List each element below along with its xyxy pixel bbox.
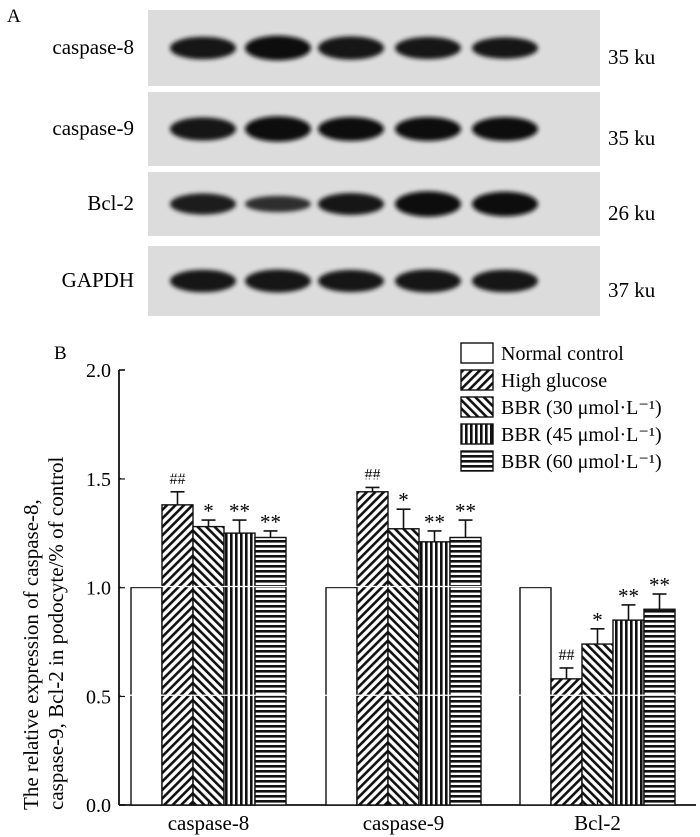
blot-band <box>318 36 384 60</box>
blot-band <box>170 117 236 141</box>
blot-band <box>318 269 384 293</box>
bar <box>325 586 358 806</box>
significance-label: ** <box>260 510 281 534</box>
legend-label: BBR (30 μmol·L⁻¹) <box>501 397 662 419</box>
bar <box>418 541 451 806</box>
significance-label: * <box>203 499 214 523</box>
bar <box>161 504 194 806</box>
significance-label: ## <box>170 471 186 488</box>
blot-size-label: 37 ku <box>608 278 656 302</box>
y-tick-label: 0.5 <box>86 686 111 708</box>
legend-label: Normal control <box>501 343 624 365</box>
panel-b-label: B <box>54 343 67 364</box>
blot-size-label: 35 ku <box>608 126 656 150</box>
y-axis-title-line2: caspase-9, Bcl-2 in podocyte/% of contro… <box>44 456 68 810</box>
legend-item: BBR (45 μmol·L⁻¹) <box>460 423 662 446</box>
blot-band <box>318 193 384 215</box>
blot-band <box>170 36 236 60</box>
significance-label: ## <box>559 647 575 664</box>
blot-protein-label: caspase-9 <box>52 116 134 140</box>
bar <box>356 491 389 806</box>
blot-band <box>245 116 311 142</box>
x-category-label: Bcl-2 <box>574 811 621 835</box>
blot-protein-label: caspase-8 <box>52 35 134 59</box>
blot-band <box>170 269 236 293</box>
blot-protein-label: Bcl-2 <box>87 191 134 215</box>
blot-band <box>245 269 311 293</box>
y-tick-label: 1.5 <box>86 469 111 491</box>
bar <box>581 643 614 806</box>
blot-band <box>245 35 311 61</box>
bar <box>192 525 225 806</box>
y-tick-label: 2.0 <box>86 360 111 382</box>
blot-size-label: 35 ku <box>608 45 656 69</box>
significance-label: ## <box>365 466 381 483</box>
legend-item: BBR (30 μmol·L⁻¹) <box>460 396 662 419</box>
significance-label: ** <box>424 510 445 534</box>
western-blot: caspase-8 35 ku caspase-9 35 ku Bcl-2 26 ku GA… <box>52 10 656 316</box>
bar <box>612 619 645 806</box>
blot-row: Bcl-2 26 ku <box>87 172 656 236</box>
bar <box>550 678 583 806</box>
bar <box>449 536 482 806</box>
x-category-label: caspase-8 <box>168 811 250 835</box>
panel-a-label: A <box>7 6 21 27</box>
legend-swatch <box>460 423 494 445</box>
blot-row: GAPDH 37 ku <box>62 246 656 316</box>
blot-band <box>170 193 236 215</box>
significance-label: ** <box>229 499 250 523</box>
blot-band <box>395 36 461 60</box>
y-axis-title-line1: The relative expression of caspase-8, <box>19 499 43 810</box>
legend-label: BBR (60 μmol·L⁻¹) <box>501 451 662 473</box>
legend-swatch <box>460 369 494 391</box>
legend-swatch <box>460 396 494 418</box>
blot-band <box>395 269 461 293</box>
y-tick-label: 1.0 <box>86 578 111 600</box>
bar <box>643 608 676 806</box>
bar <box>223 532 256 806</box>
bar <box>519 586 552 806</box>
bar <box>387 528 420 806</box>
legend-swatch <box>460 450 494 472</box>
y-axis-title: The relative expression of caspase-8, ca… <box>19 456 68 810</box>
blot-band <box>395 117 461 141</box>
legend-item: BBR (60 μmol·L⁻¹) <box>460 450 662 473</box>
legend-label: BBR (45 μmol·L⁻¹) <box>501 424 662 446</box>
blot-band <box>245 195 311 213</box>
blot-band <box>472 37 538 59</box>
chart-legend: Normal control High glucose BBR (30 μmol·L… <box>460 342 662 473</box>
blot-size-label: 26 ku <box>608 201 656 225</box>
bar-chart: 0.00.51.01.52.0##* ** **caspase-8##*** **ca… <box>86 360 696 835</box>
significance-label: * <box>398 488 409 512</box>
legend-label: High glucose <box>501 370 607 392</box>
blot-band <box>318 117 384 141</box>
blot-band <box>472 117 538 141</box>
legend-item: High glucose <box>460 369 607 392</box>
blot-band <box>472 191 538 217</box>
significance-label: * <box>592 608 603 632</box>
x-category-label: caspase-9 <box>363 811 445 835</box>
legend-item: Normal control <box>460 342 624 365</box>
bar <box>130 586 163 806</box>
legend-swatch <box>460 342 494 364</box>
blot-row: caspase-9 35 ku <box>52 92 656 166</box>
blot-protein-label: GAPDH <box>62 268 134 292</box>
significance-label: ** <box>455 499 476 523</box>
blot-row: caspase-8 35 ku <box>52 10 656 86</box>
y-tick-label: 0.0 <box>86 795 111 817</box>
significance-label: ** <box>618 584 639 608</box>
blot-band <box>472 269 538 293</box>
bar <box>254 536 287 806</box>
blot-band <box>395 191 461 217</box>
significance-label: ** <box>649 573 670 597</box>
